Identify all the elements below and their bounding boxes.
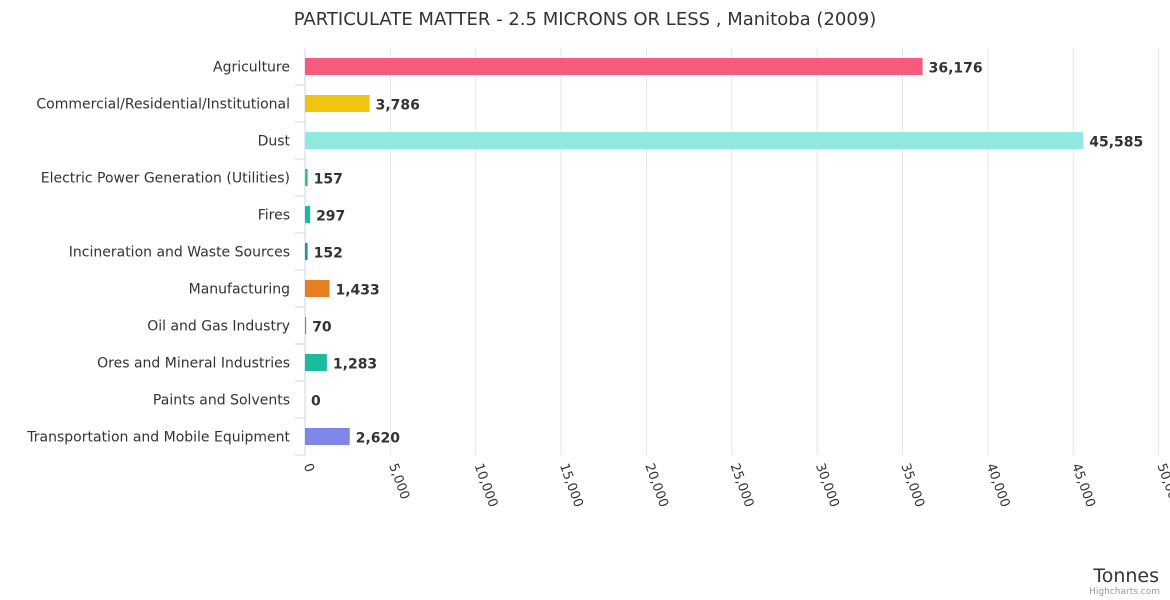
highcharts-credit[interactable]: Highcharts.com: [1089, 587, 1160, 597]
category-label: Commercial/Residential/Institutional: [36, 97, 290, 113]
data-label: 2,620: [356, 431, 401, 447]
bar-ores-and-mineral-industries: [305, 354, 327, 371]
category-label: Dust: [258, 134, 291, 150]
data-label: 1,283: [333, 357, 377, 373]
category-label: Fires: [258, 208, 290, 224]
x-axis-title: Tonnes: [1092, 565, 1159, 587]
bar-dust: [305, 132, 1084, 149]
x-tick-label: 0: [300, 461, 317, 474]
x-tick-label: 50,000: [1153, 461, 1170, 509]
data-label: 45,585: [1089, 135, 1143, 151]
chart-title: PARTICULATE MATTER - 2.5 MICRONS OR LESS…: [294, 9, 877, 30]
bar-electric-power-generation-utilities-: [305, 169, 308, 186]
data-label: 0: [311, 394, 321, 410]
bar-incineration-and-waste-sources: [305, 243, 308, 260]
category-label: Incineration and Waste Sources: [69, 245, 290, 261]
x-tick-label: 40,000: [983, 461, 1013, 509]
data-label: 3,786: [376, 98, 420, 114]
category-label: Transportation and Mobile Equipment: [26, 430, 290, 446]
category-label: Manufacturing: [189, 282, 290, 298]
data-label: 36,176: [929, 61, 983, 77]
x-tick-label: 20,000: [641, 461, 671, 509]
bar-commercial-residential-institutional: [305, 95, 370, 112]
category-label: Ores and Mineral Industries: [97, 356, 290, 372]
bar-oil-and-gas-industry: [305, 317, 307, 334]
category-label: Agriculture: [213, 60, 290, 76]
data-label: 297: [316, 209, 345, 225]
x-tick-label: 25,000: [727, 461, 757, 509]
category-label: Paints and Solvents: [153, 393, 290, 409]
x-tick-label: 15,000: [556, 461, 586, 509]
x-tick-label: 30,000: [812, 461, 842, 509]
x-tick-label: 10,000: [471, 461, 501, 509]
bar-manufacturing: [305, 280, 330, 297]
x-tick-label: 5,000: [385, 461, 412, 501]
data-label: 70: [312, 320, 332, 336]
bar-agriculture: [305, 58, 923, 75]
data-label: 157: [314, 172, 343, 188]
bar-fires: [305, 206, 311, 223]
x-tick-label: 35,000: [897, 461, 927, 509]
category-label: Electric Power Generation (Utilities): [41, 171, 290, 187]
x-tick-label: 45,000: [1068, 461, 1098, 509]
bar-transportation-and-mobile-equipment: [305, 428, 350, 445]
category-label: Oil and Gas Industry: [147, 319, 290, 335]
data-label: 1,433: [335, 283, 379, 299]
data-label: 152: [314, 246, 343, 262]
